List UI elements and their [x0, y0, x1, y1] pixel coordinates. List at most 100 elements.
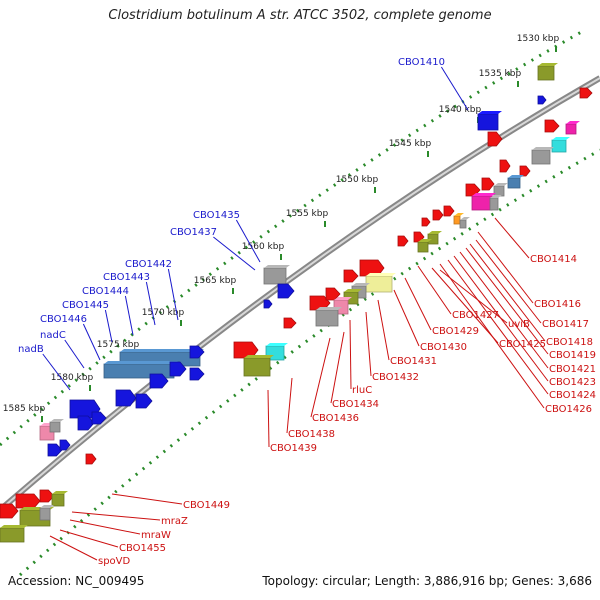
gene-feature — [15, 493, 41, 509]
gene-label-CBO1439: CBO1439 — [270, 443, 317, 454]
scale-tick-label: 1570 kbp — [142, 308, 185, 318]
leader-line — [49, 535, 98, 561]
gene-feature — [39, 489, 55, 503]
scale-tick-label: 1575 kbp — [97, 340, 140, 350]
leader-line — [494, 217, 530, 259]
leader-line — [310, 337, 331, 418]
gene-feature-top — [52, 491, 68, 494]
gene-feature-top — [552, 137, 570, 140]
gene-label-nadB: nadB — [18, 344, 44, 355]
gene-feature — [283, 317, 297, 329]
gene-feature-top — [352, 283, 370, 286]
leader-line — [465, 247, 549, 355]
gene-feature — [189, 367, 205, 381]
gene-feature — [47, 443, 63, 457]
leader-line — [213, 236, 256, 271]
gene-label-nadC: nadC — [40, 330, 66, 341]
gene-feature-top — [266, 343, 288, 346]
leader-line — [469, 243, 546, 342]
leader-line — [59, 529, 119, 548]
leader-line — [235, 219, 261, 263]
gene-feature — [169, 361, 187, 377]
gene-label-CBO1438: CBO1438 — [288, 429, 335, 440]
gene-feature — [499, 159, 511, 173]
gene-feature-top — [454, 213, 464, 216]
gene-label-CBO1455: CBO1455 — [119, 543, 166, 554]
leader-line — [475, 239, 542, 324]
gene-feature-top — [428, 231, 442, 234]
gene-feature — [421, 217, 431, 227]
leader-line — [447, 259, 549, 395]
gene-label-CBO1429: CBO1429 — [432, 326, 479, 337]
gene-feature — [49, 421, 61, 433]
scale-tick-label: 1565 kbp — [194, 276, 237, 286]
gene-feature — [432, 209, 444, 221]
leader-line — [365, 311, 372, 377]
gene-feature-top — [532, 147, 554, 150]
gene-label-mraZ: mraZ — [161, 516, 188, 527]
gene-label-CBO1417: CBO1417 — [542, 319, 589, 330]
gene-feature — [315, 309, 339, 327]
gene-feature-top — [490, 195, 502, 198]
genome-summary: Topology: circular; Length: 3,886,916 bp… — [262, 574, 592, 588]
gene-feature — [135, 393, 153, 409]
gene-label-CBO1444: CBO1444 — [82, 286, 129, 297]
gene-feature-top — [472, 193, 496, 196]
gene-feature — [59, 439, 71, 451]
scale-tick-label: 1555 kbp — [286, 209, 329, 219]
gene-feature — [459, 219, 467, 229]
gene-feature-top — [244, 355, 274, 358]
gene-feature — [579, 87, 593, 99]
gene-feature-top — [366, 273, 396, 276]
gene-label-CBO1423: CBO1423 — [549, 377, 596, 388]
gene-label-CBO1425: CBO1425 — [499, 339, 546, 350]
gene-feature — [189, 345, 205, 359]
gene-feature-top — [494, 183, 508, 186]
gene-label-CBO1434: CBO1434 — [332, 399, 379, 410]
scale-tick-label: 1550 kbp — [336, 175, 379, 185]
gene-feature — [481, 177, 495, 191]
gene-feature-top — [334, 297, 352, 300]
gene-feature — [0, 503, 19, 519]
gene-feature — [85, 453, 97, 465]
gene-feature-top — [40, 505, 54, 508]
gene-label-CBO1424: CBO1424 — [549, 390, 596, 401]
scale-tick-label: 1540 kbp — [439, 105, 482, 115]
gene-feature-top — [316, 307, 342, 310]
gene-feature — [544, 119, 560, 133]
gene-feature — [309, 295, 331, 311]
gene-label-uviB: uviB — [508, 319, 530, 330]
gene-feature-top — [50, 419, 64, 422]
gene-label-CBO1421: CBO1421 — [549, 364, 596, 375]
leader-line — [82, 323, 101, 361]
gene-feature — [39, 507, 51, 521]
gene-feature — [477, 113, 499, 131]
gene-feature — [343, 269, 359, 283]
gene-feature — [443, 205, 455, 217]
leader-line — [111, 493, 183, 505]
gene-feature — [417, 241, 429, 253]
gene-feature — [489, 197, 499, 211]
gene-label-CBO1410: CBO1410 — [398, 57, 445, 68]
leader-line — [330, 331, 345, 404]
gene-feature — [233, 341, 259, 359]
inner-scale-track — [18, 148, 600, 577]
gene-feature — [493, 185, 505, 197]
gene-label-CBO1436: CBO1436 — [312, 413, 359, 424]
gene-label-CBO1446: CBO1446 — [40, 314, 87, 325]
gene-feature — [115, 389, 137, 407]
gene-feature — [507, 177, 521, 189]
gene-feature-top — [508, 175, 524, 178]
gene-feature — [365, 275, 393, 293]
gene-feature-top — [460, 217, 470, 220]
gene-feature — [453, 215, 461, 225]
map-title: Clostridium botulinum A str. ATCC 3502, … — [108, 8, 492, 23]
gene-feature — [537, 65, 555, 81]
leader-line — [167, 268, 179, 321]
scale-tick-label: 1535 kbp — [479, 69, 522, 79]
gene-label-rluC: rluC — [352, 385, 372, 396]
gene-feature — [0, 527, 25, 543]
gene-feature — [487, 131, 503, 147]
leader-line — [459, 251, 549, 369]
